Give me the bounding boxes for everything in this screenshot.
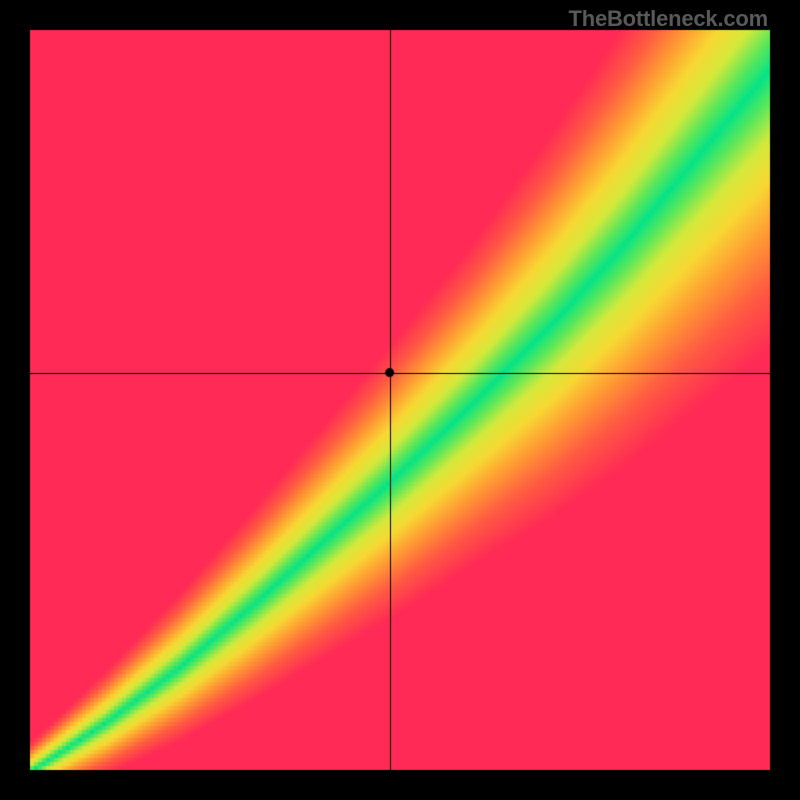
watermark-text: TheBottleneck.com [568, 6, 768, 32]
chart-container: { "type": "heatmap", "canvas": { "width"… [0, 0, 800, 800]
heatmap-canvas [0, 0, 800, 800]
